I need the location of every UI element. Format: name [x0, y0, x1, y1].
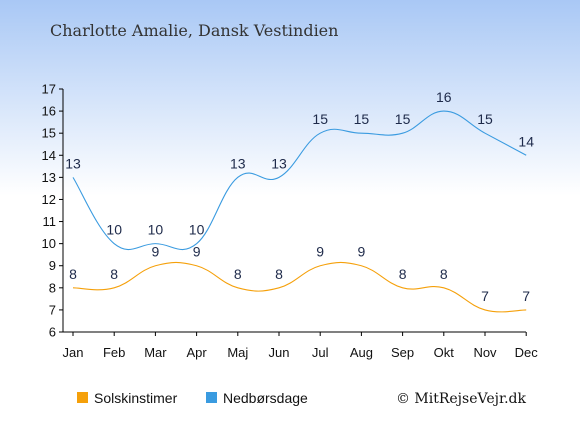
- y-tick-label: 12: [42, 192, 56, 207]
- y-tick-label: 6: [49, 325, 56, 340]
- data-label-solskinstimer: 9: [152, 244, 160, 260]
- y-tick-label: 13: [42, 170, 56, 185]
- data-label-nedborsdage: 15: [354, 111, 370, 127]
- chart-title: Charlotte Amalie, Dansk Vestindien: [50, 21, 338, 40]
- y-tick-label: 10: [42, 236, 56, 251]
- x-tick-label: Maj: [227, 345, 248, 360]
- series-line-solskinstimer: [72, 261, 527, 313]
- data-label-solskinstimer: 8: [275, 266, 283, 282]
- series-line-nedborsdage: [72, 110, 527, 251]
- legend-label-solskinstimer: Solskinstimer: [94, 390, 178, 406]
- y-tick-label: 15: [42, 126, 56, 141]
- x-tick-label: Aug: [350, 345, 373, 360]
- data-label-nedborsdage: 10: [106, 222, 122, 238]
- data-label-nedborsdage: 14: [518, 133, 534, 149]
- data-label-nedborsdage: 15: [477, 111, 493, 127]
- data-label-nedborsdage: 13: [65, 155, 81, 171]
- data-label-nedborsdage: 10: [148, 222, 164, 238]
- data-label-solskinstimer: 7: [481, 288, 489, 304]
- data-label-solskinstimer: 8: [440, 266, 448, 282]
- x-tick-label: Dec: [515, 345, 539, 360]
- data-label-nedborsdage: 13: [230, 155, 246, 171]
- data-label-nedborsdage: 10: [189, 222, 205, 238]
- legend-swatch-nedborsdage: [206, 392, 217, 403]
- data-label-solskinstimer: 8: [234, 266, 242, 282]
- y-tick-label: 16: [42, 104, 56, 119]
- x-tick-label: Jun: [269, 345, 290, 360]
- data-label-solskinstimer: 8: [110, 266, 118, 282]
- data-labels: 8 8 9 9 8 8 9 9 8 8 7 7 13 10 10 10 13 13 15 15 15 16 15 14: [65, 89, 534, 304]
- y-tick-label: 7: [49, 302, 56, 317]
- y-tick-label: 11: [43, 214, 57, 229]
- x-tick-label: Apr: [186, 345, 207, 360]
- x-tick-label: Nov: [473, 345, 497, 360]
- data-label-nedborsdage: 13: [271, 155, 287, 171]
- y-tick-label: 8: [49, 280, 56, 295]
- data-label-nedborsdage: 15: [312, 111, 328, 127]
- x-tick-label: Jul: [312, 345, 329, 360]
- y-tick-label: 17: [42, 82, 56, 97]
- x-tick-label: Sep: [391, 345, 414, 360]
- x-tick-label: Okt: [434, 345, 455, 360]
- x-tick-label: Mar: [144, 345, 167, 360]
- legend-label-nedborsdage: Nedbørsdage: [223, 390, 308, 406]
- data-label-nedborsdage: 15: [395, 111, 411, 127]
- data-label-nedborsdage: 16: [436, 89, 452, 105]
- x-tick-label: Jan: [63, 345, 84, 360]
- data-label-solskinstimer: 9: [358, 244, 366, 260]
- data-label-solskinstimer: 9: [193, 244, 201, 260]
- legend: Solskinstimer Nedbørsdage: [77, 390, 308, 406]
- legend-swatch-solskinstimer: [77, 392, 88, 403]
- series-lines: [72, 110, 527, 313]
- x-tick-label: Feb: [103, 345, 125, 360]
- data-label-solskinstimer: 7: [522, 288, 530, 304]
- data-label-solskinstimer: 8: [399, 266, 407, 282]
- y-tick-label: 14: [42, 148, 56, 163]
- data-label-solskinstimer: 9: [316, 244, 324, 260]
- data-label-solskinstimer: 8: [69, 266, 77, 282]
- y-tick-label: 9: [49, 258, 56, 273]
- credit-text: © MitRejseVejr.dk: [396, 391, 527, 407]
